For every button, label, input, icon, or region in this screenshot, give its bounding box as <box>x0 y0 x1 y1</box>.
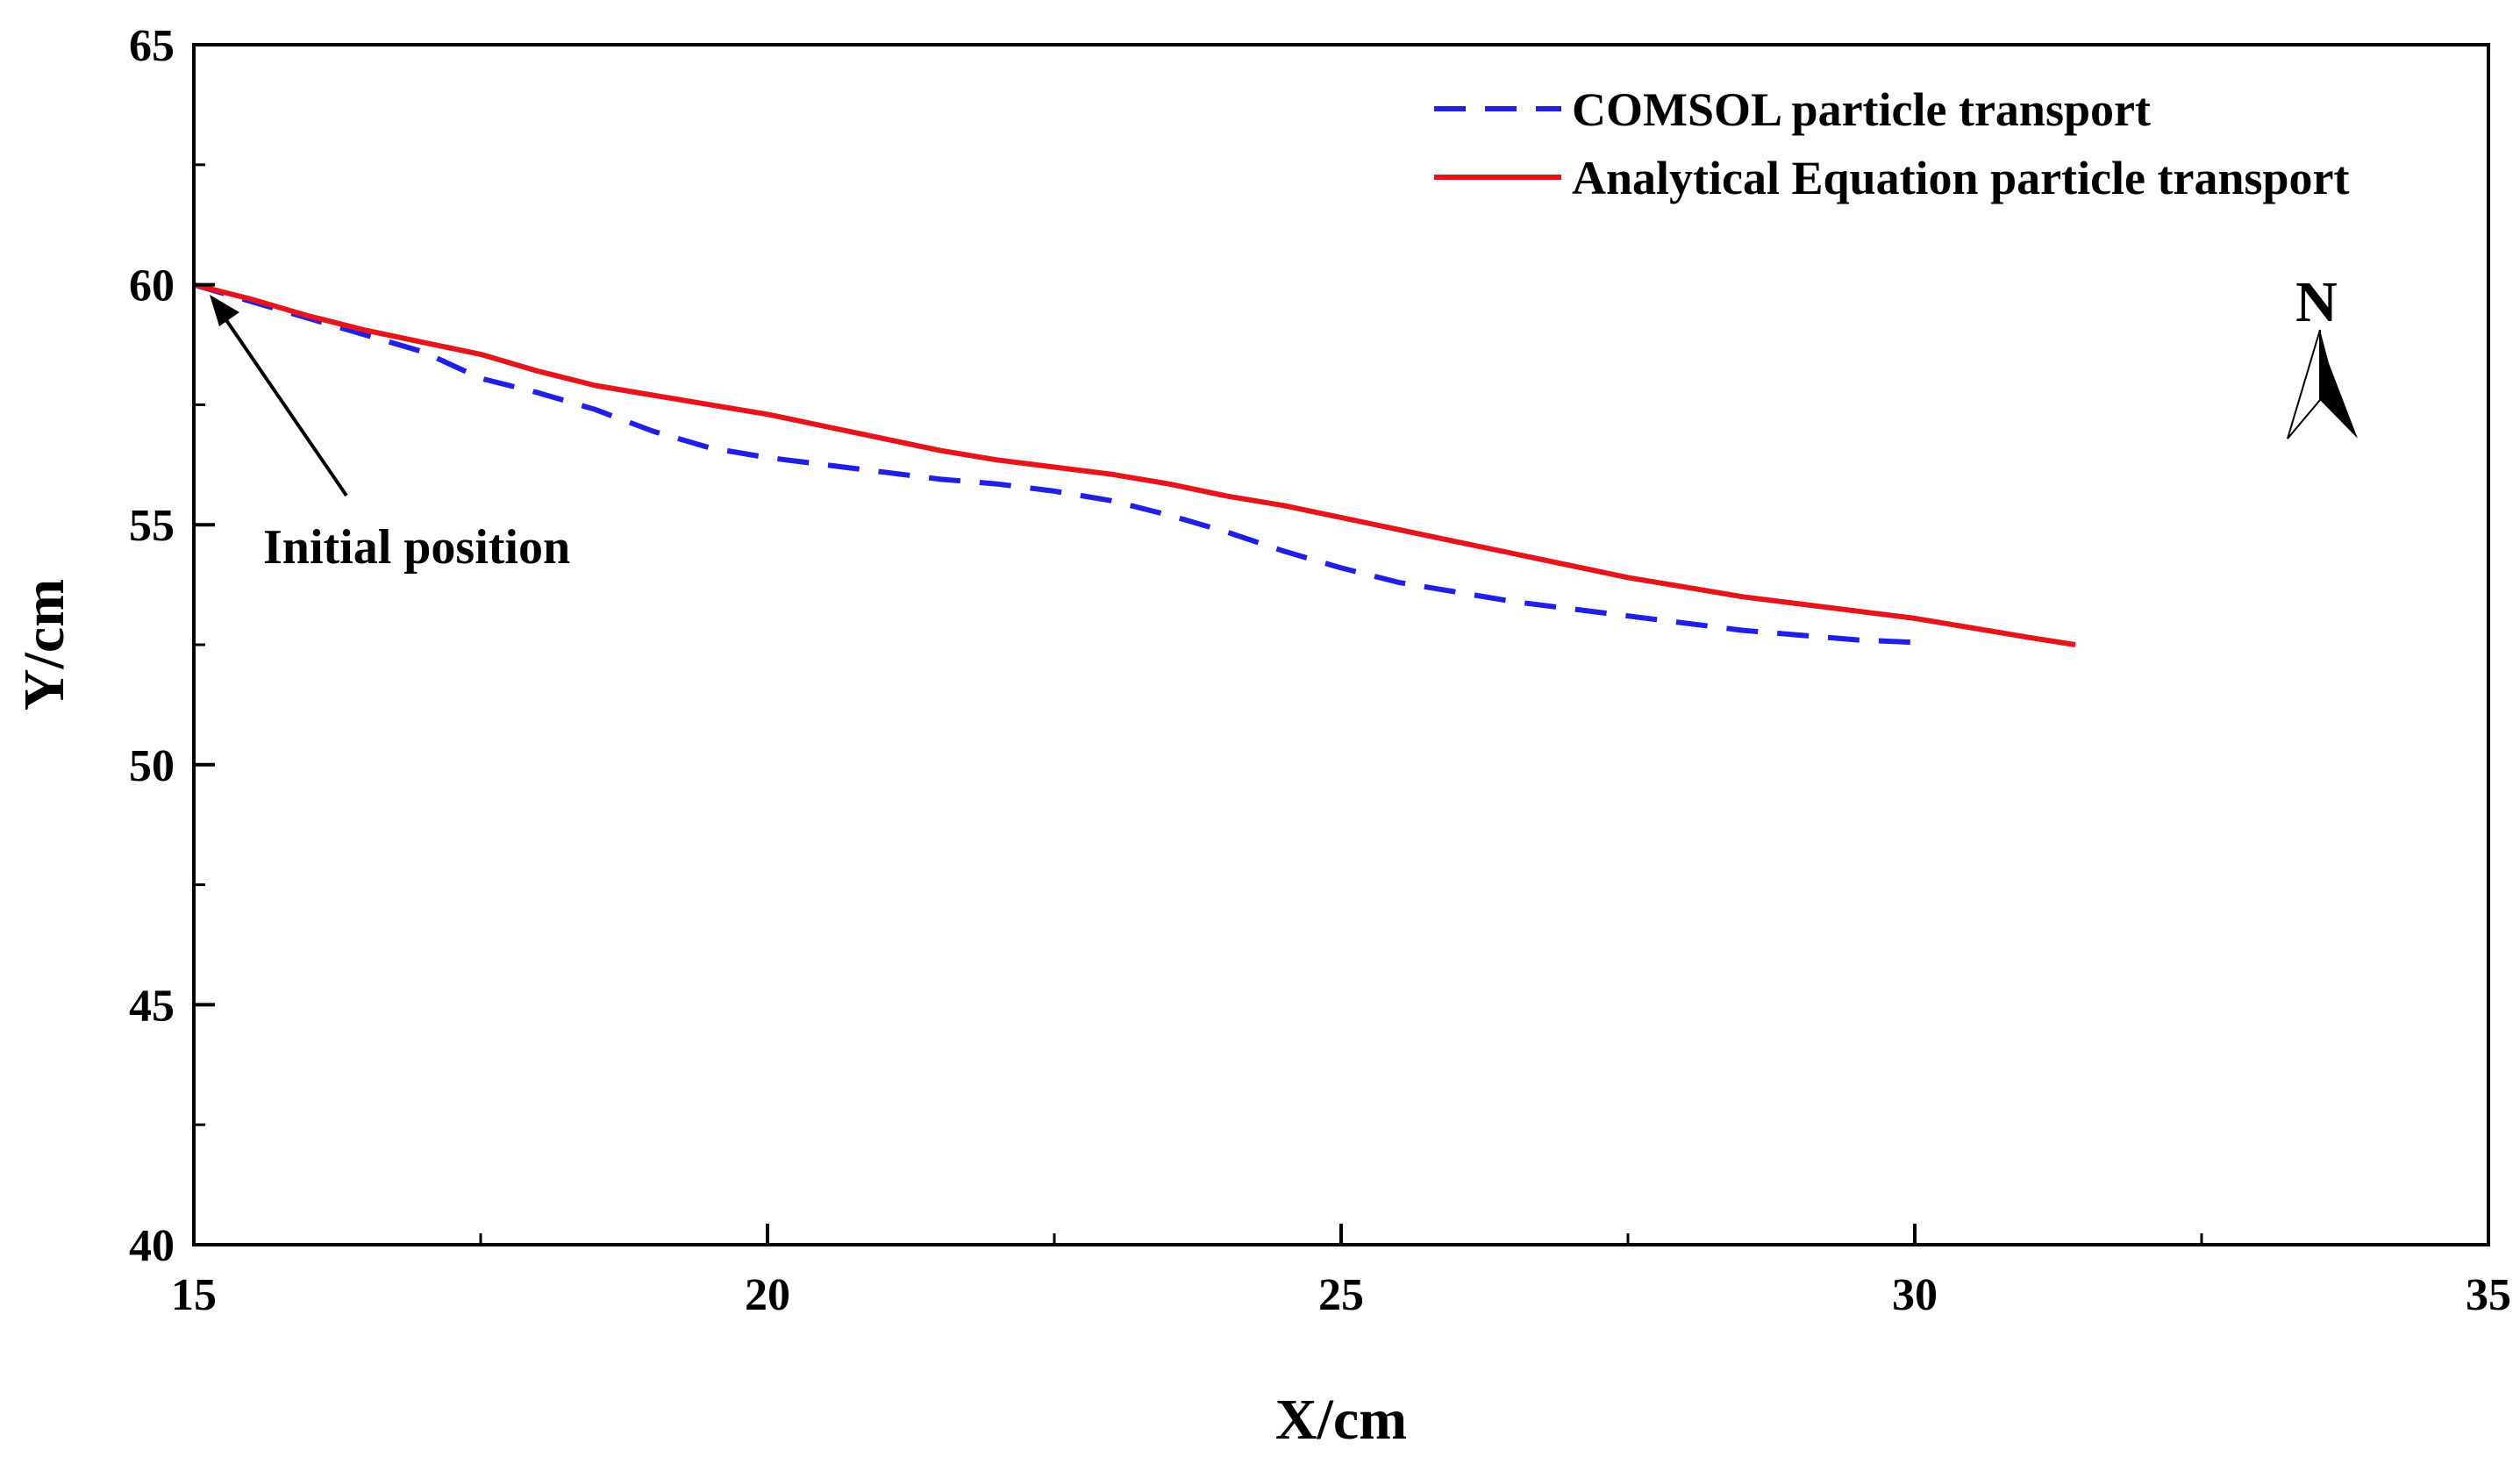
north-arrow-solid-half <box>2320 330 2358 439</box>
north-arrow: N <box>2287 270 2358 439</box>
y-tick-label: 55 <box>129 501 175 551</box>
x-tick-label: 20 <box>745 1270 790 1320</box>
annotation-initial-position: Initial position <box>210 295 570 575</box>
x-tick-label: 15 <box>171 1270 217 1320</box>
north-arrow-label: N <box>2295 270 2338 334</box>
plot-area <box>193 282 2076 647</box>
x-tick-label: 35 <box>2466 1270 2511 1320</box>
annotation-arrow-shaft <box>225 318 348 497</box>
axis-tick-labels: 15 20 25 30 35 40 45 50 55 60 65 <box>129 21 2511 1320</box>
annotation-label: Initial position <box>263 520 570 575</box>
y-tick-label: 40 <box>129 1221 175 1271</box>
y-tick-label: 65 <box>129 21 175 71</box>
y-tick-label: 50 <box>129 741 175 791</box>
legend-label-analytical: Analytical Equation particle transport <box>1572 152 2350 204</box>
legend: COMSOL particle transport Analytical Equ… <box>1434 83 2350 204</box>
y-tick-label: 60 <box>129 261 175 311</box>
annotation-arrowhead <box>210 295 239 326</box>
y-tick-label: 45 <box>129 981 175 1031</box>
series-line-comsol <box>193 282 1916 646</box>
y-axis-title: Y/cm <box>12 579 76 711</box>
series-line-analytical <box>193 282 2076 647</box>
legend-label-comsol: COMSOL particle transport <box>1572 83 2151 136</box>
x-axis-title: X/cm <box>1275 1388 1407 1452</box>
x-tick-label: 30 <box>1892 1270 1938 1320</box>
x-tick-label: 25 <box>1318 1270 1364 1320</box>
axis-ticks <box>192 43 2490 1246</box>
